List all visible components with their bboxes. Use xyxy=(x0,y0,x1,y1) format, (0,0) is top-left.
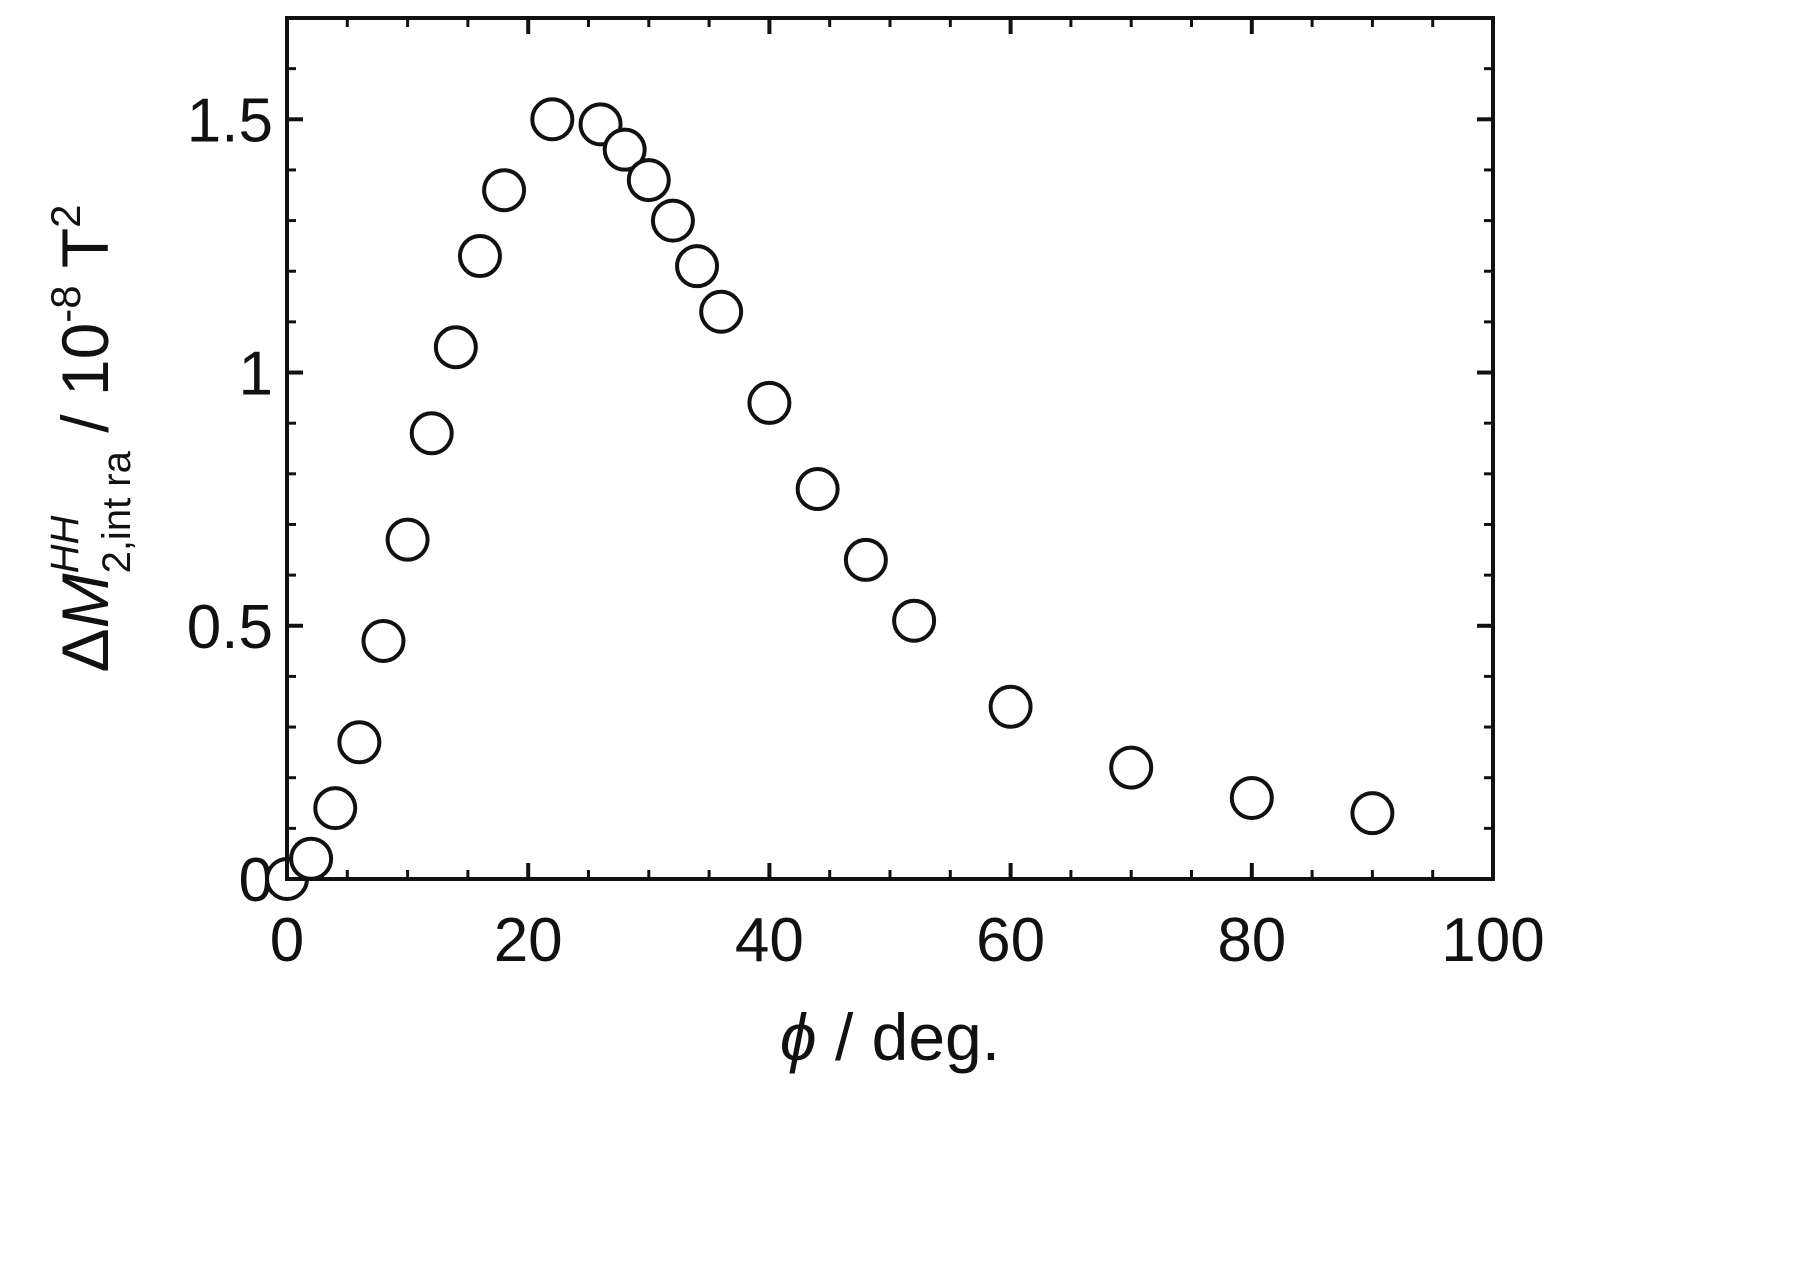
x-axis-symbol: ϕ xyxy=(780,1000,817,1074)
data-point xyxy=(699,289,744,334)
x-tick-label: 60 xyxy=(976,906,1045,975)
y-axis-title: ΔMHH 2,int ra / 10-8 T2 xyxy=(42,205,139,673)
x-axis-unit: / deg. xyxy=(817,1000,1000,1074)
y-tick-label: 1 xyxy=(239,340,273,409)
data-point xyxy=(361,618,406,663)
data-point xyxy=(747,380,792,425)
y-axis-symbol: M xyxy=(48,573,122,628)
y-axis-superscript: HH xyxy=(43,516,87,574)
x-tick-label: 0 xyxy=(270,906,304,975)
data-point xyxy=(892,598,937,643)
data-point xyxy=(530,97,575,142)
data-point xyxy=(843,537,888,582)
plot-frame xyxy=(285,16,1495,881)
data-point xyxy=(626,158,671,203)
data-point xyxy=(482,168,527,213)
x-tick-label: 100 xyxy=(1441,906,1544,975)
y-tick-label: 0.5 xyxy=(187,593,273,662)
data-point xyxy=(795,467,840,512)
x-tick-label: 40 xyxy=(735,906,804,975)
y-tick-label: 1.5 xyxy=(187,86,273,155)
y-tick-labels: 00.511.5 xyxy=(187,86,273,915)
data-point xyxy=(650,198,695,243)
data-point xyxy=(1229,775,1274,820)
data-markers xyxy=(265,97,1395,901)
data-point xyxy=(313,786,358,831)
data-point xyxy=(457,234,502,279)
data-point xyxy=(433,325,478,370)
y-axis-exponent: -8 xyxy=(42,285,89,322)
x-tick-labels: 0 20 40 60 80 100 xyxy=(270,906,1545,975)
y-axis-unit-exponent: 2 xyxy=(42,205,89,228)
data-point xyxy=(988,684,1033,729)
data-point xyxy=(1350,791,1395,836)
data-point xyxy=(675,244,720,289)
major-ticks xyxy=(285,18,1495,881)
x-tick-label: 80 xyxy=(1217,906,1286,975)
y-axis-delta: Δ xyxy=(48,628,122,672)
y-axis-subscript: 2,int ra xyxy=(95,450,139,573)
data-point xyxy=(602,127,647,172)
data-point xyxy=(289,836,334,881)
minor-ticks xyxy=(287,16,1493,879)
x-axis-title: ϕ / deg. xyxy=(780,1000,1000,1074)
data-point xyxy=(1109,745,1154,790)
data-point xyxy=(409,411,454,456)
data-point xyxy=(337,720,382,765)
y-axis-unit: T xyxy=(48,228,122,285)
y-axis-unit-prefix: / 10 xyxy=(48,323,122,451)
data-point xyxy=(385,517,430,562)
x-tick-label: 20 xyxy=(494,906,563,975)
